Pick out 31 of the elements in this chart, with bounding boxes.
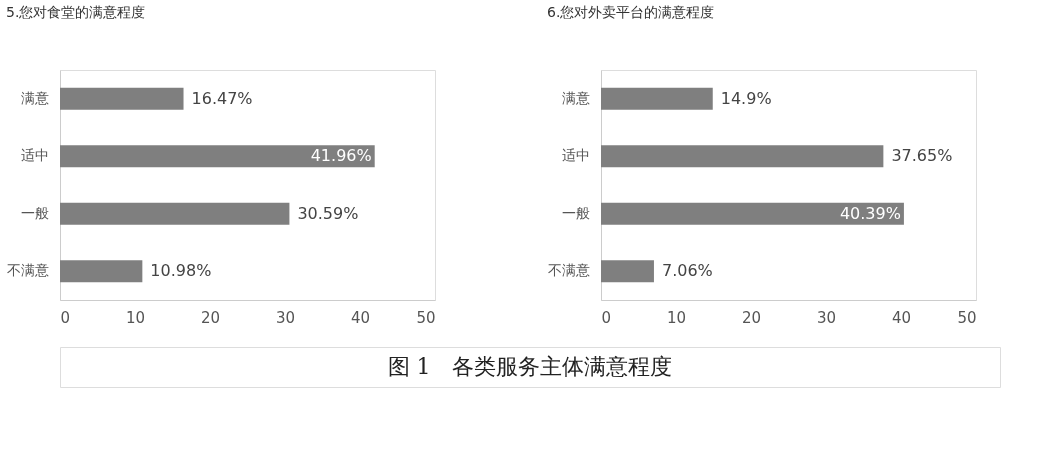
data-label: 30.59% — [297, 203, 359, 223]
chart-title: 6.您对外卖平台的满意程度 — [547, 4, 715, 20]
x-tick-label: 20 — [741, 308, 762, 327]
caption: 图 1 各类服务主体满意程度 — [387, 354, 673, 379]
x-tick-label: 10 — [125, 308, 146, 327]
x-tick-label: 40 — [891, 308, 912, 327]
y-tick-label: 适中 — [20, 147, 49, 164]
x-tick-label: 50 — [957, 308, 977, 327]
x-tick-label: 20 — [200, 308, 221, 327]
data-label: 16.47% — [191, 88, 253, 108]
data-label: 41.96% — [310, 146, 372, 166]
x-tick-label: 0 — [60, 308, 71, 327]
y-tick-label: 不满意 — [547, 262, 590, 279]
y-tick-label: 一般 — [561, 204, 590, 221]
x-tick-label: 50 — [416, 308, 436, 327]
chart-title: 5.您对食堂的满意程度 — [6, 4, 146, 20]
y-tick-label: 适中 — [561, 147, 590, 164]
data-label: 40.39% — [839, 203, 901, 223]
data-label: 14.9% — [720, 88, 772, 108]
data-label: 10.98% — [150, 261, 212, 281]
x-tick-label: 40 — [350, 308, 371, 327]
y-tick-label: 一般 — [20, 204, 49, 221]
y-tick-label: 满意 — [561, 89, 590, 106]
x-tick-label: 0 — [601, 308, 612, 327]
y-tick-label: 不满意 — [6, 262, 49, 279]
x-tick-label: 30 — [275, 308, 296, 327]
data-label: 37.65% — [891, 146, 953, 166]
data-label: 7.06% — [661, 261, 713, 281]
x-tick-label: 30 — [816, 308, 837, 327]
y-tick-label: 满意 — [20, 89, 49, 106]
x-tick-label: 10 — [666, 308, 687, 327]
